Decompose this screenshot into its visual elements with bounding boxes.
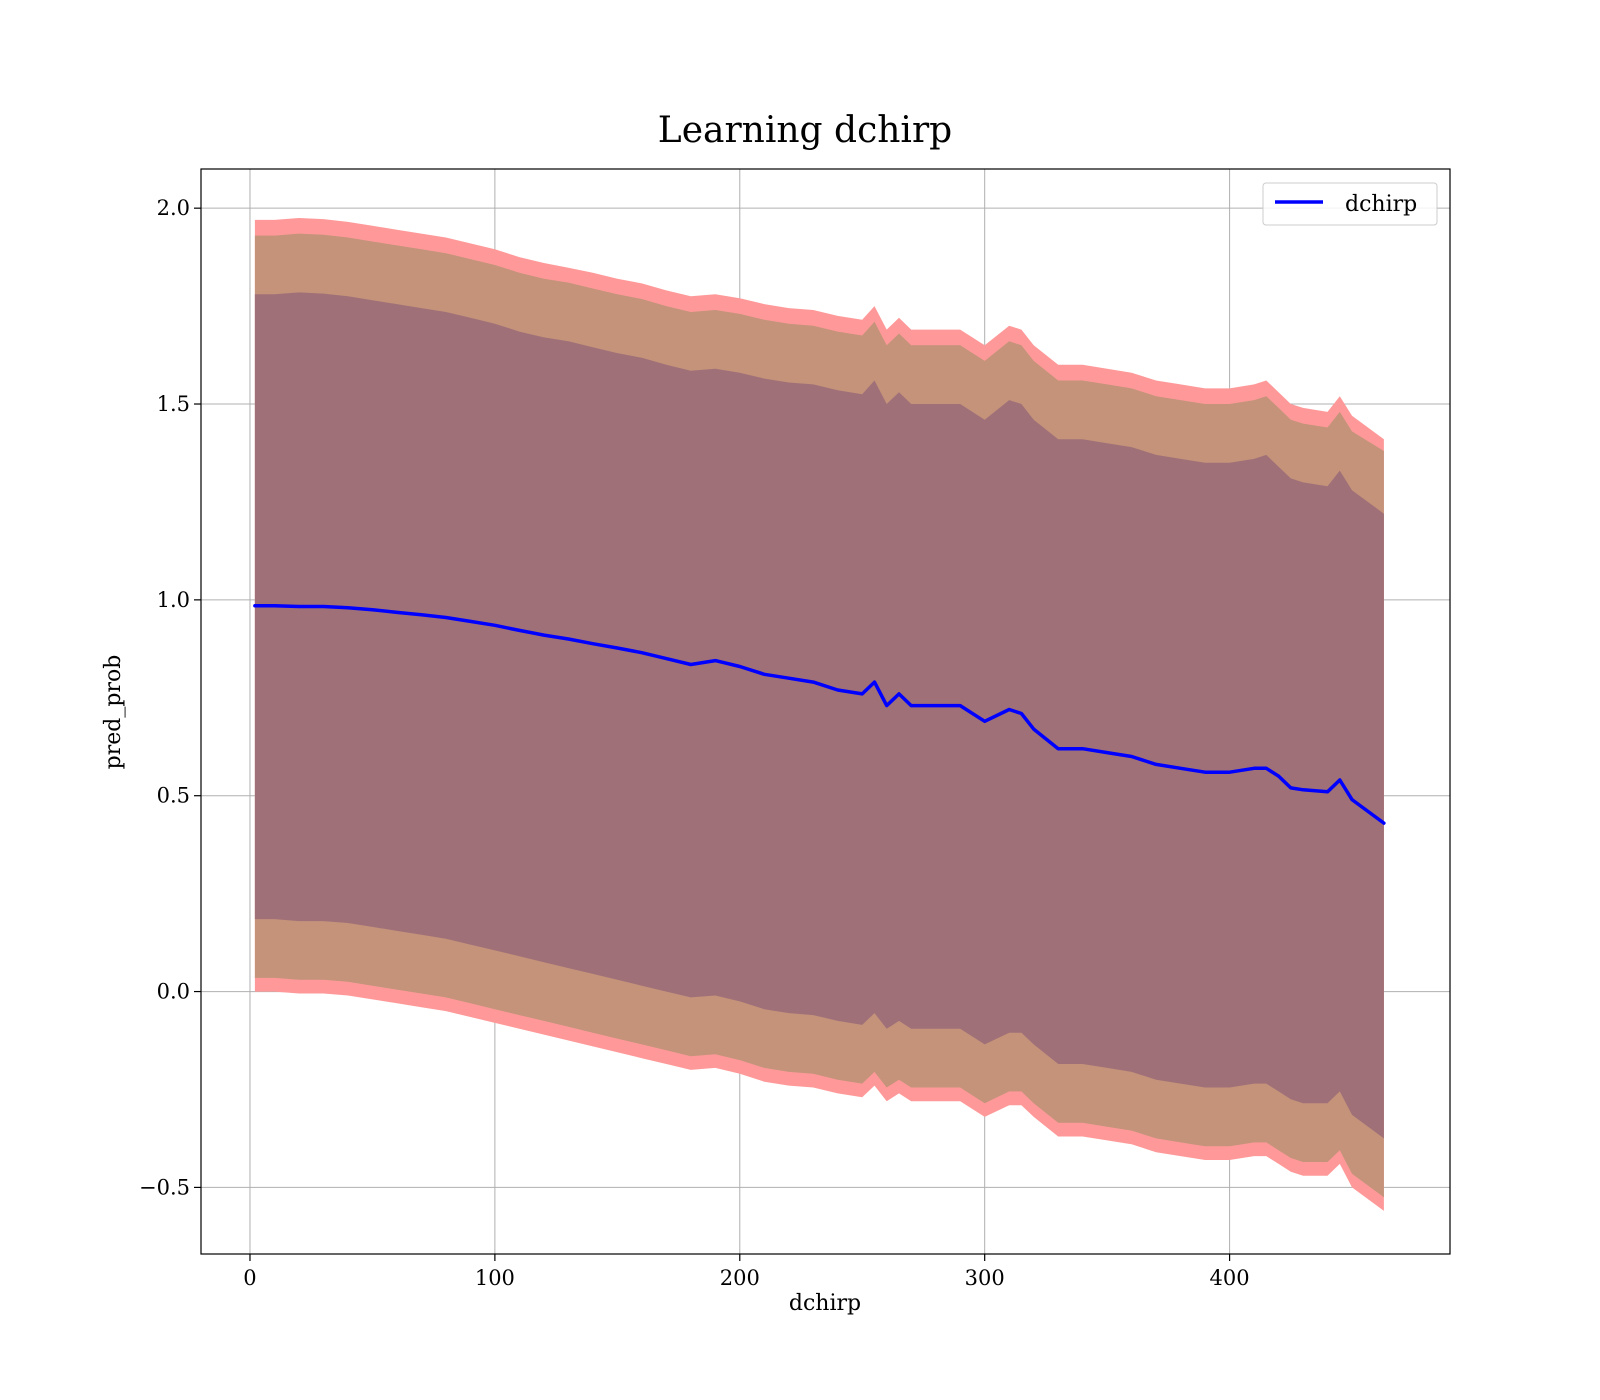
y-tick-label-1: 1.0 (157, 588, 190, 612)
confidence-bands (254, 218, 1384, 1211)
band-inner (254, 292, 1384, 1139)
plot-frame (200, 168, 1451, 1255)
y-tick-label-2: 2.0 (157, 196, 190, 220)
y-axis-ticks: −0.5 0.0 0.5 1.0 1.5 2.0 (139, 196, 201, 1199)
chart-title: Learning dchirp (658, 110, 952, 151)
series-lines (253, 603, 1386, 825)
legend-box (1262, 182, 1438, 226)
y-tick-label-0.5: 0.5 (157, 784, 190, 808)
x-axis-label: dchirp (789, 1291, 861, 1316)
series-line-dchirp (253, 603, 1386, 825)
y-tick-label--0.5: −0.5 (139, 1175, 190, 1199)
y-tick-label-1.5: 1.5 (157, 392, 190, 416)
x-axis-ticks: 0 100 200 300 400 (243, 1254, 1250, 1290)
x-tick-label-300: 300 (965, 1266, 1005, 1290)
y-axis-label: pred_prob (101, 655, 126, 770)
legend: dchirp (1262, 182, 1438, 226)
x-tick-label-400: 400 (1210, 1266, 1250, 1290)
x-tick-label-200: 200 (720, 1266, 760, 1290)
x-tick-label-100: 100 (475, 1266, 515, 1290)
y-tick-label-0: 0.0 (157, 980, 190, 1004)
x-tick-label-0: 0 (243, 1266, 256, 1290)
legend-label-dchirp: dchirp (1345, 192, 1417, 217)
